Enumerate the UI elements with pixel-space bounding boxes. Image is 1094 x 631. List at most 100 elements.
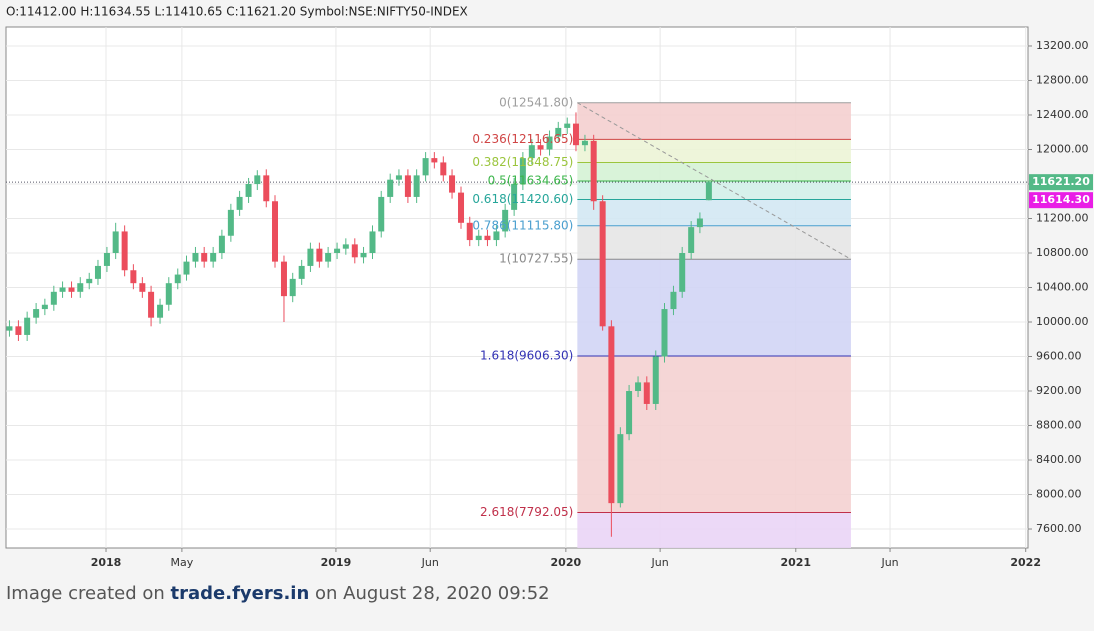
candle-body xyxy=(263,175,270,202)
fib-label: 0.618(11420.60) xyxy=(472,192,573,206)
candle-body xyxy=(502,209,509,232)
candle-body xyxy=(50,291,57,305)
candle-body xyxy=(626,391,633,435)
plot xyxy=(6,27,1028,548)
y-tick-label: 9600.00 xyxy=(1036,350,1082,363)
candle-body xyxy=(148,291,155,318)
candle-body xyxy=(387,179,394,197)
candle-body xyxy=(24,317,31,335)
candle-body xyxy=(254,175,261,184)
footer-site[interactable]: trade.fyers.in xyxy=(170,583,310,604)
candle-body xyxy=(528,145,535,159)
y-tick-label: 11200.00 xyxy=(1036,211,1089,224)
candle-body xyxy=(68,287,75,292)
candle-body xyxy=(440,162,447,176)
candle-body xyxy=(511,183,518,210)
candle-body xyxy=(33,309,40,318)
fib-label: 0.236(12116.65) xyxy=(472,132,573,146)
candle-body xyxy=(705,182,712,201)
candle-body xyxy=(431,158,438,163)
candle-body xyxy=(342,244,349,249)
footer: Image created on trade.fyers.in on Augus… xyxy=(6,583,550,604)
candle-body xyxy=(670,291,677,310)
candle-body xyxy=(422,158,429,176)
candle-body xyxy=(458,192,465,223)
candle-body xyxy=(572,123,579,146)
fib-band xyxy=(577,199,851,226)
candle-body xyxy=(201,252,208,262)
y-tick-label: 12000.00 xyxy=(1036,142,1089,155)
candle-body xyxy=(218,235,225,253)
candle-body xyxy=(6,326,13,331)
candle-body xyxy=(316,248,323,262)
price-tag-label: 11614.30 xyxy=(1032,193,1090,206)
candle-body xyxy=(608,326,615,504)
candle-body xyxy=(77,283,84,292)
x-tick-label: 2020 xyxy=(551,556,582,569)
candle-body xyxy=(157,304,164,318)
candle-body xyxy=(192,252,199,262)
y-tick-label: 12400.00 xyxy=(1036,108,1089,121)
candle-body xyxy=(581,140,588,146)
price-tag xyxy=(1029,174,1093,191)
y-tick-label: 12800.00 xyxy=(1036,73,1089,86)
candle-body xyxy=(688,227,695,253)
y-tick-label: 10800.00 xyxy=(1036,246,1089,259)
footer-prefix: Image created on xyxy=(6,583,165,604)
candle-body xyxy=(280,261,287,297)
fib-band xyxy=(577,139,851,163)
candle-body xyxy=(298,265,305,279)
candle-body xyxy=(564,123,571,128)
y-tick-label: 10000.00 xyxy=(1036,315,1089,328)
fib-band xyxy=(577,162,851,182)
candle-body xyxy=(679,252,686,292)
candle-body xyxy=(227,209,234,236)
candle-body xyxy=(643,382,650,404)
x-tick-label: 2022 xyxy=(1010,556,1041,569)
trend-line xyxy=(577,102,852,260)
candle-body xyxy=(325,252,332,262)
candle-body xyxy=(210,252,217,262)
candle-body xyxy=(121,231,128,271)
candle-body xyxy=(41,304,48,310)
candle-body xyxy=(449,175,456,193)
candle-body xyxy=(599,201,606,327)
fib-band xyxy=(577,181,851,200)
candle-body xyxy=(696,218,703,228)
candle-body xyxy=(484,235,491,241)
candle-body xyxy=(236,196,243,210)
fib-band xyxy=(577,102,851,140)
candle-body xyxy=(103,252,110,266)
candle-body xyxy=(165,283,172,305)
candle-body xyxy=(537,145,544,150)
candle-body xyxy=(369,231,376,253)
candle-body xyxy=(245,183,252,197)
y-tick-label: 8000.00 xyxy=(1036,488,1082,501)
candle-body xyxy=(652,356,659,404)
fib-label: 0.786(11115.80) xyxy=(472,218,573,232)
candle-body xyxy=(334,248,341,253)
candle-body xyxy=(493,231,500,241)
candle-body xyxy=(555,127,562,137)
x-tick-label: Jun xyxy=(651,556,669,569)
candle-body xyxy=(59,287,66,292)
candle-body xyxy=(475,235,482,241)
candle-body xyxy=(519,158,526,184)
candle-body xyxy=(546,136,553,150)
footer-suffix: on August 28, 2020 09:52 xyxy=(315,583,550,604)
x-tick-label: 2019 xyxy=(321,556,352,569)
price-tag xyxy=(1029,192,1093,209)
x-tick-label: Jun xyxy=(880,556,898,569)
fib-label: 1(10727.55) xyxy=(499,252,573,266)
candle-body xyxy=(395,175,402,180)
candle-body xyxy=(307,248,314,266)
candle-body xyxy=(174,274,181,284)
y-tick-label: 9200.00 xyxy=(1036,384,1082,397)
y-tick-label: 7600.00 xyxy=(1036,522,1082,535)
price-tag-label: 11621.20 xyxy=(1032,175,1090,188)
candle-body xyxy=(130,270,137,284)
y-tick-label: 13200.00 xyxy=(1036,39,1089,52)
y-tick-label: 8400.00 xyxy=(1036,453,1082,466)
candle-body xyxy=(378,196,385,232)
candle-body xyxy=(635,382,642,392)
